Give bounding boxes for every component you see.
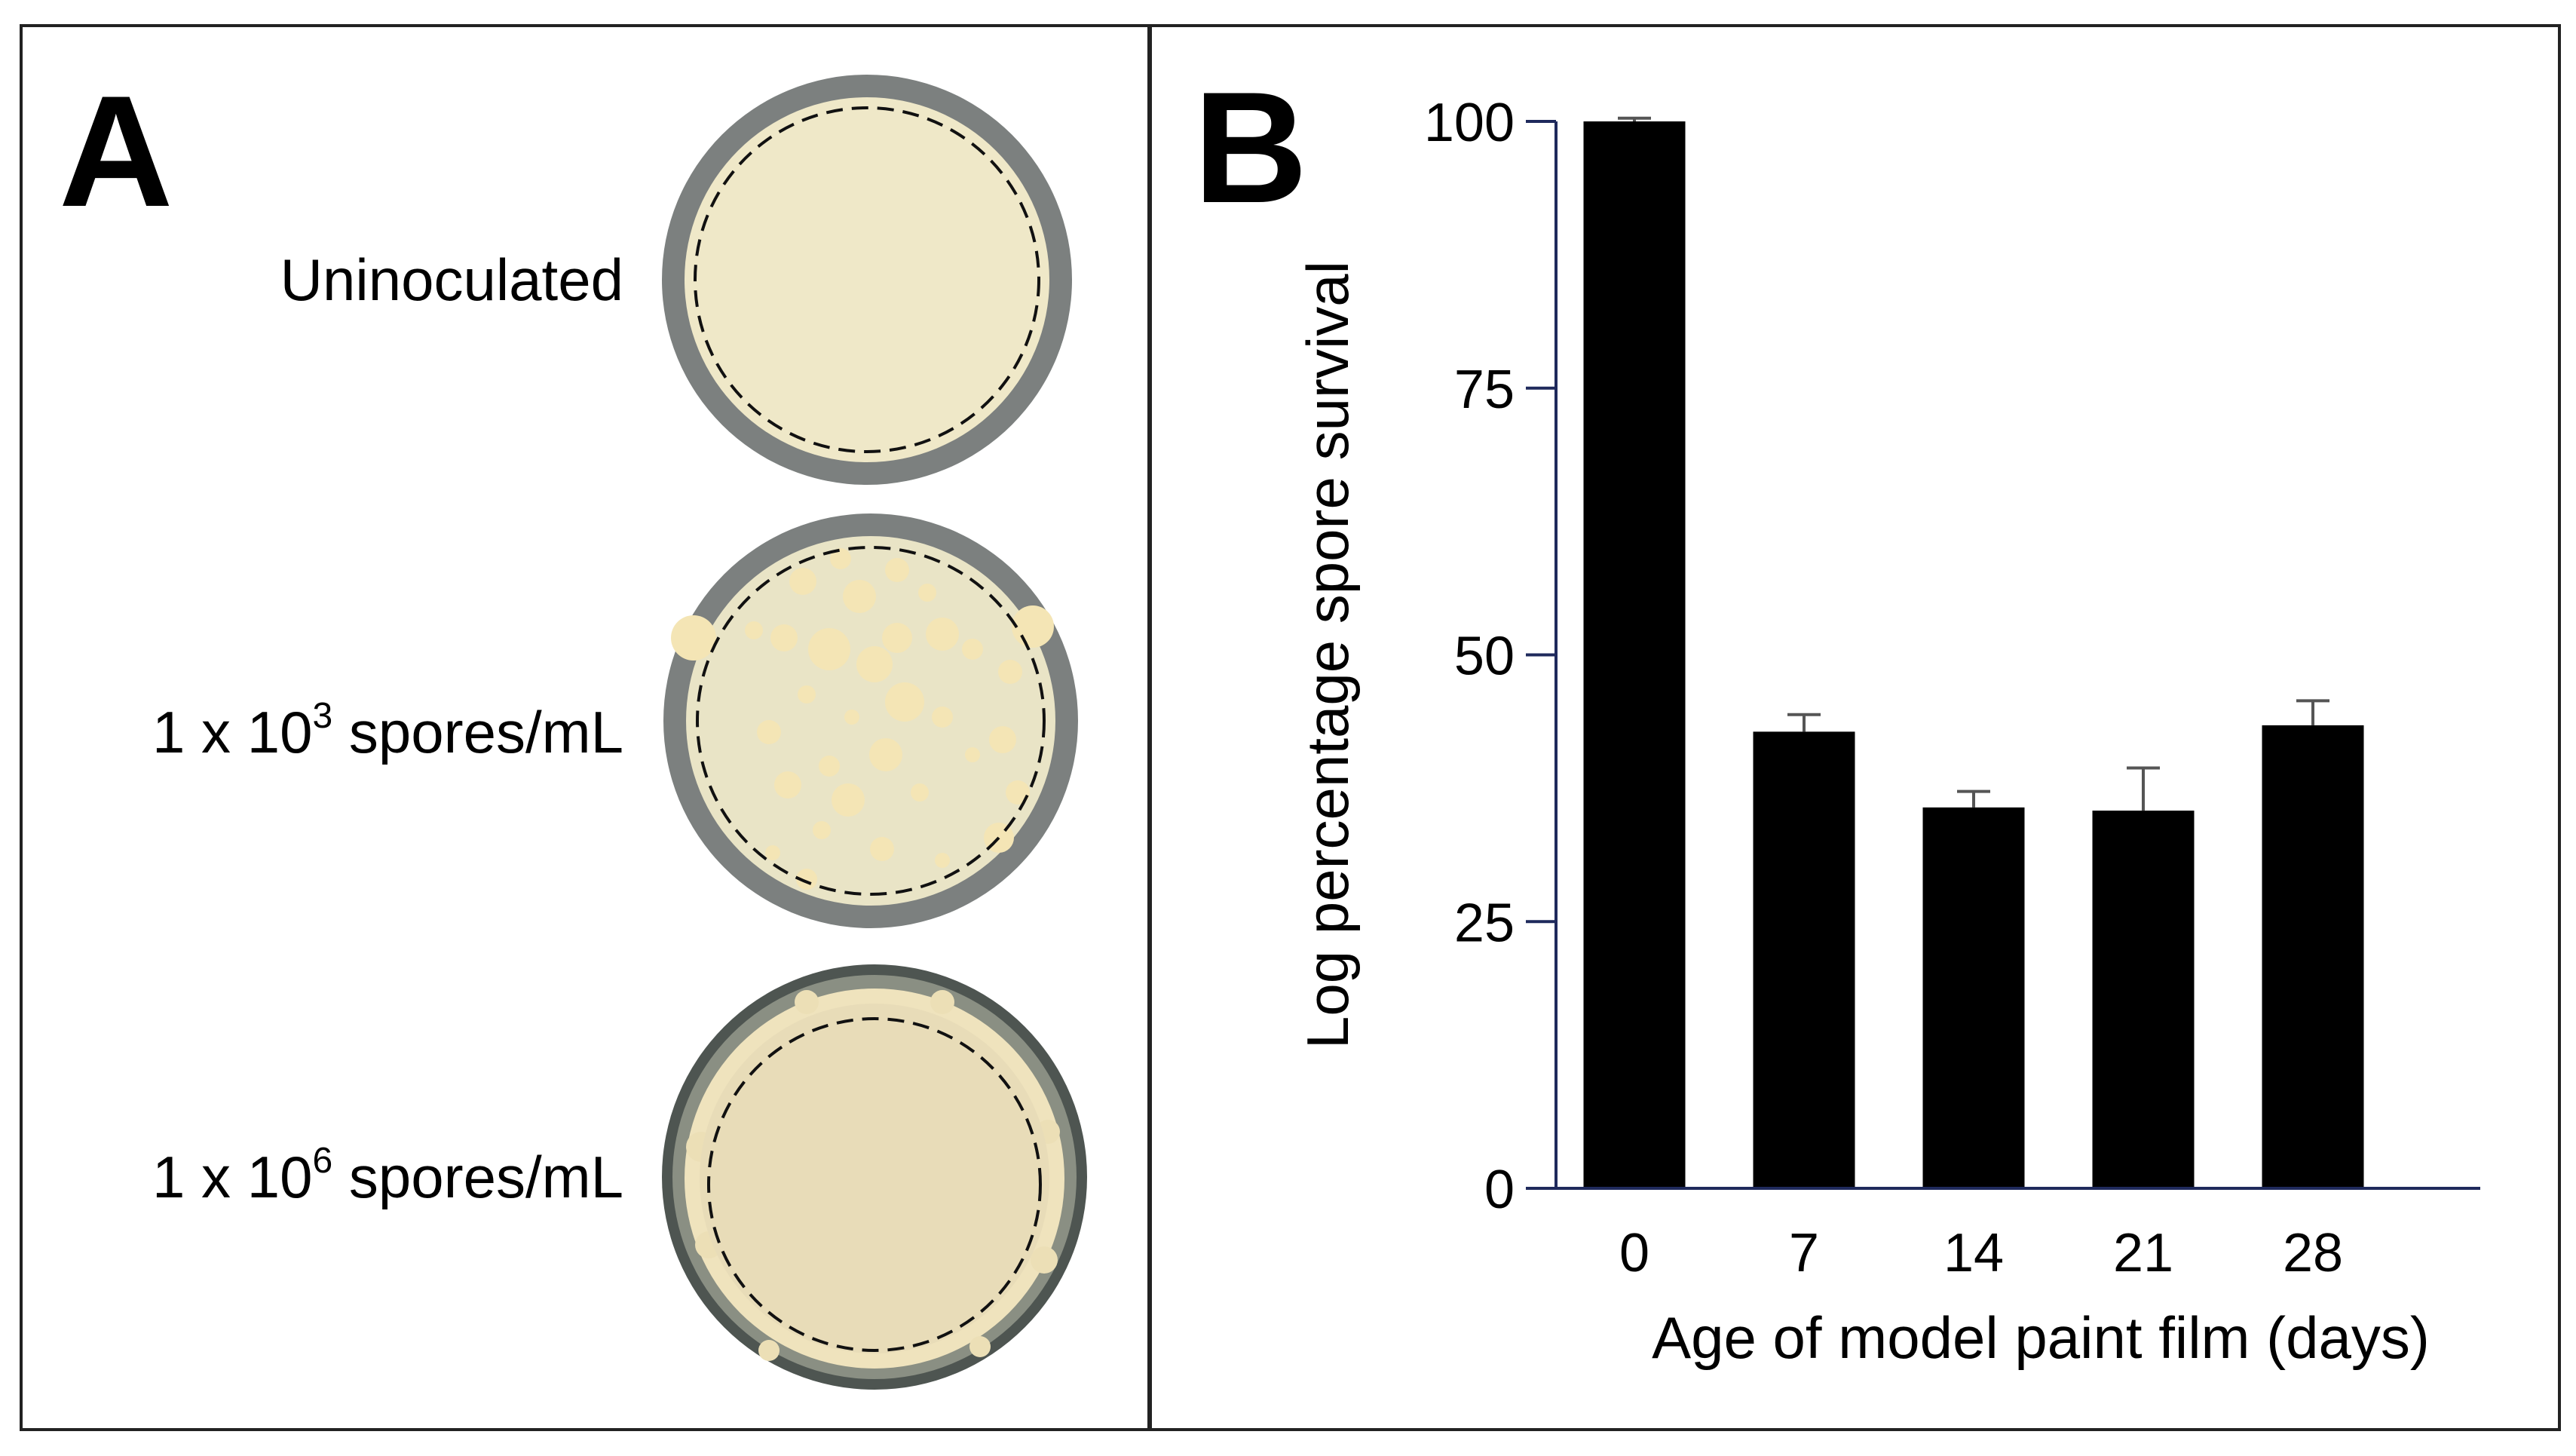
bar-21	[2092, 811, 2195, 1188]
row-label-unit: spores/mL	[332, 1144, 623, 1210]
bar-chart: 0 7 14 21 28 0 25 50 75 100 Age of model paint fil…	[1294, 93, 2480, 1371]
x-axis-title: Age of model paint film (days)	[1652, 1304, 2430, 1371]
panel-b-letter: B	[1193, 59, 1308, 236]
x-tick-label-7: 7	[1789, 1223, 1819, 1283]
dish-uninoculated	[662, 75, 1072, 485]
y-tick-label-100: 100	[1424, 93, 1515, 153]
x-tick-label-0: 0	[1619, 1223, 1649, 1283]
row-label-exponent: 3	[312, 696, 333, 736]
dish-1e6-spores	[662, 964, 1087, 1390]
bar-0	[1583, 121, 1686, 1188]
bar-7	[1753, 731, 1855, 1188]
row-label-main: 1 x 10	[152, 699, 313, 765]
x-tick-label-28: 28	[2283, 1223, 2343, 1283]
y-tick-label-50: 50	[1454, 627, 1515, 687]
row-label-1e3: 1 x 103 spores/mL	[152, 696, 623, 767]
dish-1e3-spores	[663, 513, 1078, 928]
row-label-main: 1 x 10	[152, 1144, 313, 1210]
panel-a-letter: A	[59, 63, 173, 240]
panel-a: A Uninoculated 1 x 103 spores/mL 1 x 106…	[20, 24, 1150, 1431]
x-tick-label-21: 21	[2113, 1223, 2173, 1283]
row-label-main: Uninoculated	[280, 247, 623, 313]
row-label-exponent: 6	[312, 1141, 333, 1181]
y-tick-label-25: 25	[1454, 893, 1515, 953]
bar-14	[1922, 807, 2025, 1188]
y-tick-label-0: 0	[1484, 1160, 1515, 1220]
panel-b: B 0 7 14 21 28 0 25 50 75 100 Age of model paint f…	[1149, 24, 2561, 1431]
y-tick-label-75: 75	[1454, 360, 1515, 420]
row-label-unit: spores/mL	[332, 699, 623, 765]
row-label-uninoculated: Uninoculated	[280, 246, 623, 314]
x-tick-label-14: 14	[1943, 1223, 2004, 1283]
y-axis-title: Log percentage spore survival	[1294, 261, 1361, 1049]
row-label-1e6: 1 x 106 spores/mL	[152, 1141, 623, 1212]
bar-28	[2262, 725, 2364, 1188]
